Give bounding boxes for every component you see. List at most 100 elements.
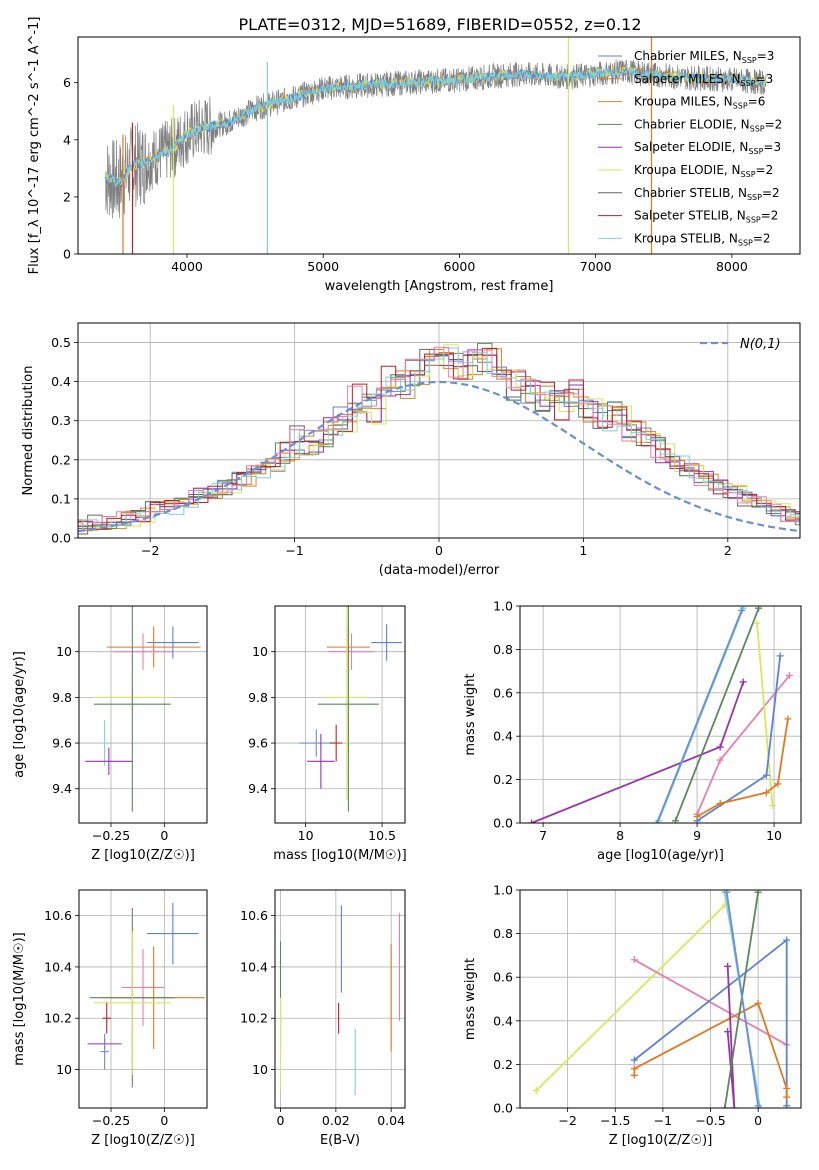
- x-tick-label: −2: [558, 1113, 576, 1128]
- weight-marker: [672, 817, 680, 823]
- plot-content: [78, 342, 800, 535]
- weight-marker: [753, 619, 761, 627]
- histogram-step: [78, 347, 800, 532]
- weight-line: [726, 966, 736, 1108]
- histogram-step: [78, 346, 800, 526]
- legend-label: Kroupa ELODIE, NSSP=2: [634, 163, 773, 179]
- weight-marker: [738, 606, 746, 614]
- weight-line: [723, 892, 759, 1108]
- y-tick-label: 10.6: [44, 908, 72, 923]
- y-axis-label: mass [log10(M/M☉)]: [12, 932, 27, 1065]
- weight-marker: [716, 756, 724, 764]
- y-tick-label: 0.8: [493, 926, 513, 941]
- plot-content: [87, 902, 205, 1088]
- y-tick-label: 10: [252, 644, 268, 659]
- weight-marker: [739, 678, 747, 686]
- mass_vs_Z-axes: −0.25 0 10 10.2 10.4 10.6 Z [log10(Z/Z☉)] mass …: [12, 889, 208, 1148]
- axes-frame: [78, 889, 208, 1109]
- x-axis-label: age [log10(age/yr)]: [597, 848, 724, 863]
- legend-label: Chabrier ELODIE, NSSP=2: [634, 117, 782, 133]
- y-tick-label: 1.0: [493, 599, 513, 614]
- x-tick-label: 6000: [444, 259, 476, 274]
- legend-label: Chabrier STELIB, NSSP=2: [634, 186, 780, 202]
- weight-marker: [762, 771, 770, 779]
- weight-marker: [783, 1084, 791, 1092]
- legend-nssp: =6: [748, 95, 766, 109]
- weight-marker: [783, 1102, 791, 1108]
- weight-marker: [716, 799, 724, 807]
- y-tick-label: 0.0: [493, 1101, 513, 1116]
- weight-line: [674, 607, 760, 822]
- y-tick-label: 0.2: [493, 772, 513, 787]
- axes-frame: [519, 605, 802, 824]
- plot-content: [85, 606, 201, 812]
- weight-marker: [630, 1071, 638, 1079]
- y-tick-label: 0.4: [493, 1013, 513, 1028]
- legend-nssp: =2: [753, 231, 771, 245]
- weight-marker: [724, 1028, 732, 1036]
- spectrum-legend: Chabrier MILES, NSSP=3 Salpeter MILES, NS…: [598, 49, 782, 247]
- axes-frame: [274, 605, 406, 824]
- y-tick-label: 9.8: [248, 690, 268, 705]
- weight-marker: [730, 1104, 738, 1108]
- y-tick-label: 9.6: [248, 736, 268, 751]
- weight-marker: [754, 890, 762, 896]
- plot-content: [279, 905, 401, 1096]
- legend-subscript: SSP: [741, 79, 756, 88]
- x-tick-label: −0.25: [92, 828, 130, 843]
- y-tick-label: 10.2: [44, 1011, 72, 1026]
- x-tick-label: −1: [285, 543, 303, 558]
- y-axis-label: mass weight: [463, 673, 478, 755]
- plot-area: [520, 606, 801, 823]
- legend-label: Salpeter STELIB, NSSP=2: [634, 209, 778, 225]
- legend-label: Kroupa STELIB, NSSP=2: [634, 231, 771, 247]
- y-tick-label: 10: [252, 1062, 268, 1077]
- x-tick-label: −0.5: [695, 1113, 725, 1128]
- model-spectrum: [104, 67, 767, 188]
- x-tick-label: 0: [160, 828, 168, 843]
- x-axis-label: Z [log10(Z/Z☉)]: [609, 1133, 713, 1148]
- x-tick-label: 0: [277, 1113, 285, 1128]
- spectrum-axes: 4000 5000 6000 7000 8000 0 2 4 6 wavelength [Angs…: [27, 17, 801, 294]
- y-tick-label: 0.0: [51, 531, 71, 546]
- y-tick-label: 0.0: [493, 816, 513, 831]
- weight-marker: [528, 819, 536, 823]
- weight-marker: [724, 962, 732, 970]
- plot-content: [299, 606, 402, 812]
- legend-subscript: SSP: [748, 147, 763, 156]
- legend-nssp: =2: [765, 117, 783, 131]
- age_vs_mass-axes: 10 10.5 9.4 9.6 9.8 10 mass [log10(M/M☉)]: [248, 605, 407, 863]
- x-tick-label: 7: [539, 828, 547, 843]
- x-tick-label: −1: [654, 1113, 672, 1128]
- y-axis-label: Flux [f_λ 10^-17 erg cm^-2 s^-1 A^-1]: [27, 17, 42, 275]
- y-tick-label: 0.5: [51, 335, 71, 350]
- plot-area: [275, 890, 405, 1108]
- x-tick-label: 0.04: [377, 1113, 405, 1128]
- x-axis-label: E(B-V): [320, 1133, 360, 1148]
- legend-nssp: =3: [763, 140, 781, 154]
- weight-marker: [784, 715, 792, 723]
- legend-nssp: =3: [757, 49, 775, 63]
- plot-area: [275, 606, 405, 823]
- y-tick-label: 10.4: [240, 959, 268, 974]
- y-axis-label: age [log10(age/yr)]: [12, 651, 27, 778]
- weight-marker: [630, 956, 638, 964]
- y-tick-label: 9.4: [52, 781, 72, 796]
- weight_vs_Z-axes: −2 −1.5 −1 −0.5 0 0.0 0.2 0.4 0.6 0.8 1.0 Z [log10(…: [463, 883, 802, 1148]
- legend-nssp: =2: [761, 209, 779, 223]
- legend-subscript: SSP: [738, 238, 753, 247]
- legend-nssp: =3: [756, 72, 774, 86]
- x-axis-label: Z [log10(Z/Z☉)]: [91, 848, 195, 863]
- y-tick-label: 2: [63, 189, 71, 204]
- x-tick-label: 2: [724, 543, 732, 558]
- weight-marker: [716, 743, 724, 751]
- y-tick-label: 9.8: [52, 690, 72, 705]
- weight-marker: [653, 819, 661, 823]
- axes-frame: [77, 36, 801, 255]
- plot-content: [532, 890, 791, 1108]
- y-tick-label: 0.3: [51, 413, 71, 428]
- plot-content: [528, 606, 793, 823]
- figure-title: PLATE=0312, MJD=51689, FIBERID=0552, z=0…: [238, 15, 641, 34]
- x-tick-label: 10: [298, 828, 314, 843]
